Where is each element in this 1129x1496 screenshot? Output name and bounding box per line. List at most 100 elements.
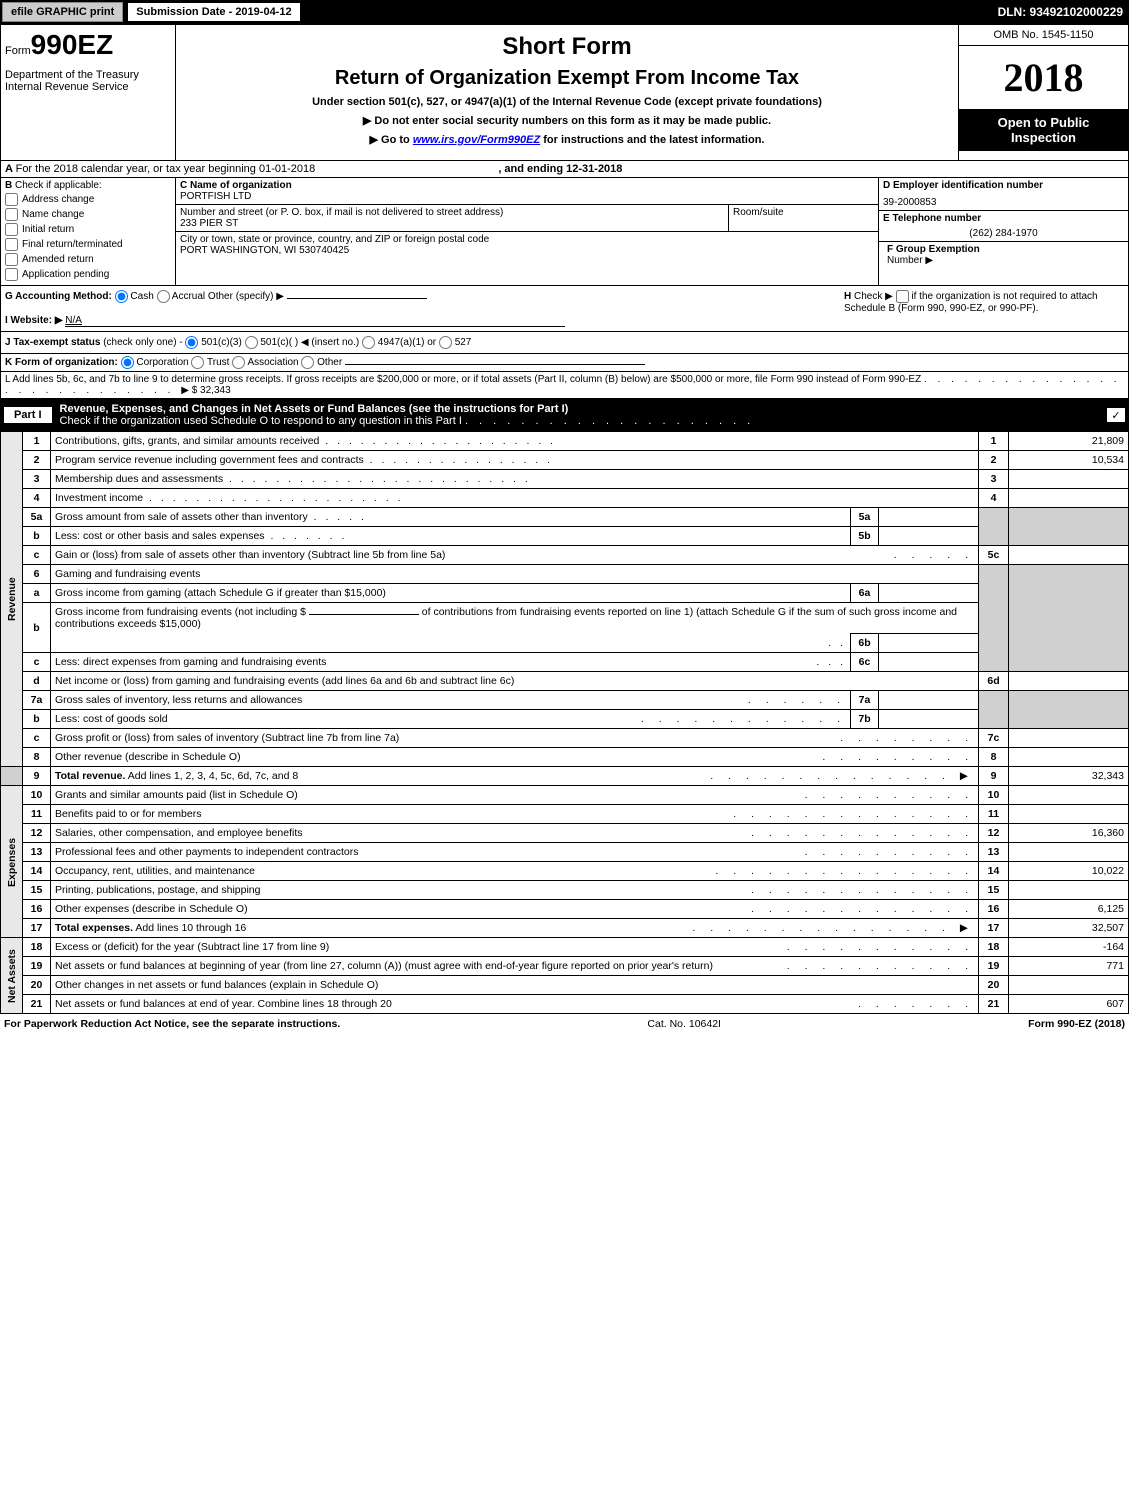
j-501c3-radio[interactable] [185, 336, 198, 349]
line-18-num: 18 [23, 938, 51, 957]
addr-change-checkbox[interactable] [5, 193, 18, 206]
line-5a-val [879, 508, 979, 527]
line-6b-val [879, 634, 979, 653]
line-12-amt: 16,360 [1009, 824, 1129, 843]
accrual-label: Accrual [172, 291, 205, 302]
footer-center: Cat. No. 10642I [647, 1018, 721, 1030]
line-16-num: 16 [23, 900, 51, 919]
city-label: City or town, state or province, country… [180, 234, 874, 245]
short-form-title: Short Form [184, 33, 950, 61]
c-label: C Name of organization [180, 180, 292, 191]
j-opt2: 4947(a)(1) or [378, 337, 436, 348]
check-label: Check if applicable: [15, 180, 102, 191]
d-label: D Employer identification number [883, 180, 1043, 191]
line-6-text: Gaming and fundraising events [51, 565, 979, 584]
line-13-rnum: 13 [979, 843, 1009, 862]
line-1-text: Contributions, gifts, grants, and simila… [51, 432, 979, 451]
form-prefix: Form [5, 45, 31, 57]
irs-gov-link[interactable]: www.irs.gov/Form990EZ [413, 134, 540, 146]
line-16-text: Other expenses (describe in Schedule O).… [51, 900, 979, 919]
line-19-amt: 771 [1009, 957, 1129, 976]
line-14-amt: 10,022 [1009, 862, 1129, 881]
line-7a-num: 7a [23, 691, 51, 710]
line-15-num: 15 [23, 881, 51, 900]
line-9-text: Total revenue. Add lines 1, 2, 3, 4, 5c,… [51, 767, 979, 786]
subtitle: Under section 501(c), 527, or 4947(a)(1)… [184, 96, 950, 108]
line-12-num: 12 [23, 824, 51, 843]
line-2-num: 2 [23, 451, 51, 470]
line-6a-val [879, 584, 979, 603]
line-6d-text: Net income or (loss) from gaming and fun… [51, 672, 979, 691]
line-21-text: Net assets or fund balances at end of ye… [51, 995, 979, 1014]
line-6a-text: Gross income from gaming (attach Schedul… [51, 584, 851, 603]
line-3-text: Membership dues and assessments . . . . … [51, 470, 979, 489]
line-11-rnum: 11 [979, 805, 1009, 824]
gray-5-amt [1009, 508, 1129, 546]
accrual-radio[interactable] [157, 290, 170, 303]
line-6a-num: a [23, 584, 51, 603]
line-11-amt [1009, 805, 1129, 824]
main-title: Return of Organization Exempt From Incom… [184, 67, 950, 90]
line-5b-num: b [23, 527, 51, 546]
line-6b-sub: 6b [851, 634, 879, 653]
line-7b-val [879, 710, 979, 729]
g-label: G Accounting Method: [5, 291, 112, 302]
app-pending-checkbox[interactable] [5, 268, 18, 281]
k-other-radio[interactable] [301, 356, 314, 369]
l-text: L Add lines 5b, 6c, and 7b to line 9 to … [5, 374, 921, 385]
line-7a-text: Gross sales of inventory, less returns a… [51, 691, 851, 710]
part1-table: Revenue 1 Contributions, gifts, grants, … [0, 431, 1129, 1014]
line-7b-num: b [23, 710, 51, 729]
line-5a-sub: 5a [851, 508, 879, 527]
part1-title: Revenue, Expenses, and Changes in Net As… [60, 403, 569, 415]
final-return-checkbox[interactable] [5, 238, 18, 251]
cash-label: Cash [130, 291, 153, 302]
j-opt0: 501(c)(3) [201, 337, 242, 348]
cash-radio[interactable] [115, 290, 128, 303]
line-7c-text: Gross profit or (loss) from sales of inv… [51, 729, 979, 748]
line-16-amt: 6,125 [1009, 900, 1129, 919]
initial-return-checkbox[interactable] [5, 223, 18, 236]
line-15-amt [1009, 881, 1129, 900]
k-opt3: Other [317, 357, 342, 368]
initial-return-label: Initial return [22, 224, 74, 235]
part1-subtitle: Check if the organization used Schedule … [60, 415, 462, 427]
line-17-amt: 32,507 [1009, 919, 1129, 938]
line-6d-amt [1009, 672, 1129, 691]
ein-tel-box: D Employer identification number 39-2000… [878, 178, 1128, 285]
part1-header: Part I Revenue, Expenses, and Changes in… [0, 399, 1129, 431]
line-6-num: 6 [23, 565, 51, 584]
j-527-radio[interactable] [439, 336, 452, 349]
amended-return-checkbox[interactable] [5, 253, 18, 266]
line-20-text: Other changes in net assets or fund bala… [51, 976, 979, 995]
line-6b-text-2: . . [51, 634, 851, 653]
open-public-1: Open to Public [965, 115, 1122, 130]
part1-checkbox[interactable]: ✓ [1107, 408, 1125, 422]
addr-label: Number and street (or P. O. box, if mail… [180, 207, 724, 218]
e-label: E Telephone number [883, 213, 981, 224]
other-label: Other (specify) ▶ [208, 291, 284, 302]
f-label: F Group Exemption [887, 244, 980, 255]
section-a: A For the 2018 calendar year, or tax yea… [0, 161, 1129, 178]
footer: For Paperwork Reduction Act Notice, see … [0, 1014, 1129, 1034]
k-corp-radio[interactable] [121, 356, 134, 369]
k-assoc-radio[interactable] [232, 356, 245, 369]
name-change-checkbox[interactable] [5, 208, 18, 221]
addr-value: 233 PIER ST [180, 218, 724, 229]
j-4947-radio[interactable] [362, 336, 375, 349]
notice-line-1: ▶ Do not enter social security numbers o… [184, 114, 950, 127]
submission-date-badge: Submission Date - 2019-04-12 [127, 2, 300, 22]
j-501c-radio[interactable] [245, 336, 258, 349]
ein-value: 39-2000853 [883, 197, 1124, 208]
section-k: K Form of organization: Corporation Trus… [0, 354, 1129, 372]
k-trust-radio[interactable] [191, 356, 204, 369]
line-8-rnum: 8 [979, 748, 1009, 767]
line-5c-text: Gain or (loss) from sale of assets other… [51, 546, 979, 565]
j-opt1: 501(c)( ) ◀ (insert no.) [260, 337, 359, 348]
header-bar: efile GRAPHIC print Submission Date - 20… [0, 0, 1129, 24]
irs-label: Internal Revenue Service [5, 81, 171, 93]
org-name: PORTFISH LTD [180, 191, 874, 202]
line-3-rnum: 3 [979, 470, 1009, 489]
efile-print-button[interactable]: efile GRAPHIC print [2, 2, 123, 22]
h-checkbox[interactable] [896, 290, 909, 303]
